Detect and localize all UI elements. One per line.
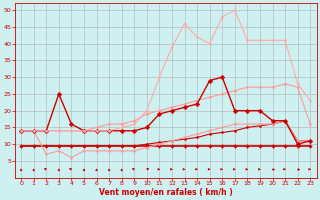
X-axis label: Vent moyen/en rafales ( km/h ): Vent moyen/en rafales ( km/h ) — [99, 188, 233, 197]
